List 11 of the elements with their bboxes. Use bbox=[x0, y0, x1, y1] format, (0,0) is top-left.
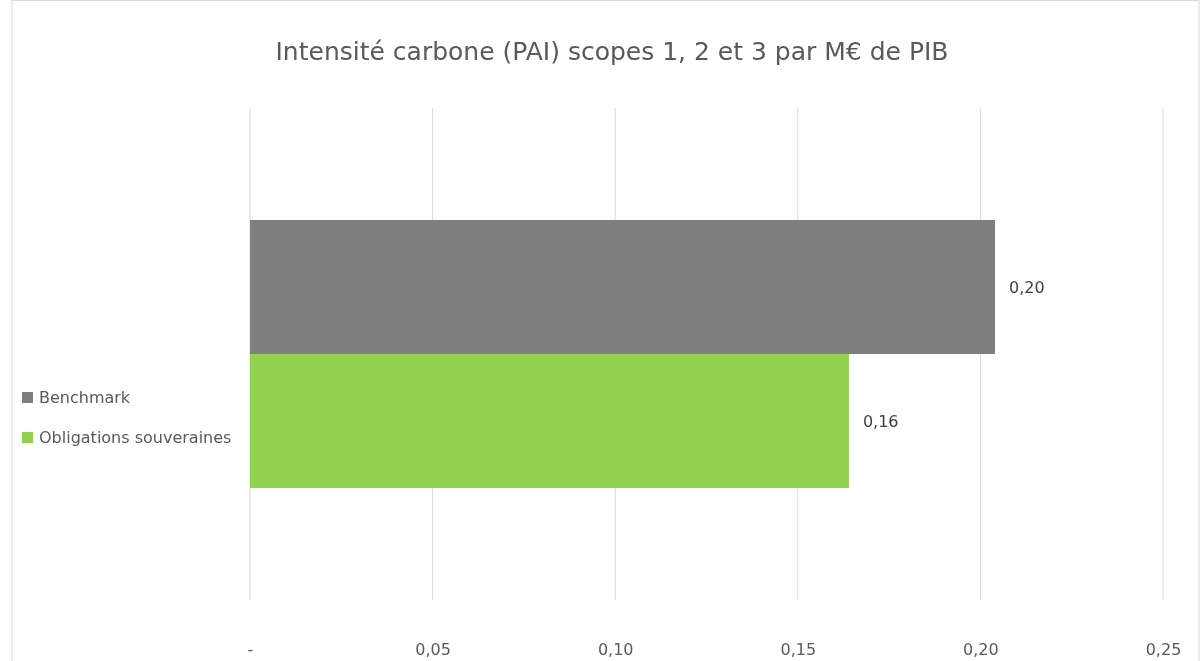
x-tick-label: 0,15 bbox=[780, 640, 817, 660]
chart-title: Intensité carbone (PAI) scopes 1, 2 et 3 par M€ de PIB bbox=[275, 37, 949, 66]
legend-label: Benchmark bbox=[39, 388, 131, 407]
legend-label: Obligations souveraines bbox=[39, 428, 232, 447]
x-tick-label: 0,20 bbox=[963, 640, 999, 660]
x-tick-label: - bbox=[247, 640, 254, 660]
data-label: 0,16 bbox=[862, 411, 899, 431]
x-tick-label: 0,25 bbox=[1145, 640, 1182, 660]
x-tick-label: 0,05 bbox=[415, 640, 451, 660]
x-tick-label: 0,10 bbox=[597, 640, 634, 660]
data-label: 0,20 bbox=[1009, 278, 1045, 298]
